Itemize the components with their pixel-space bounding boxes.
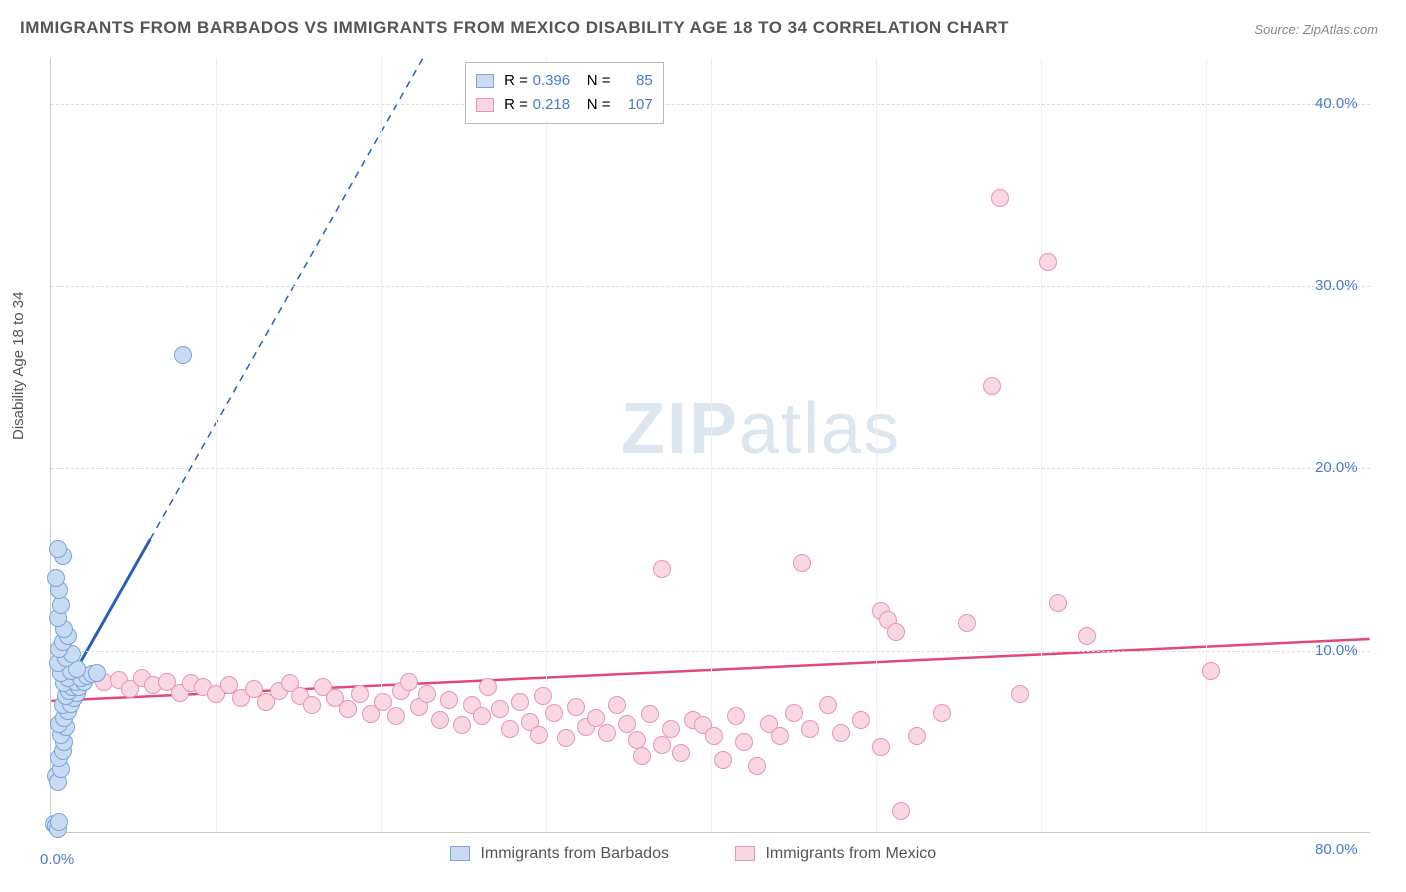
- scatter-point: [633, 747, 651, 765]
- gridline-v: [1041, 58, 1042, 832]
- scatter-point: [303, 696, 321, 714]
- gridline-v: [381, 58, 382, 832]
- gridline-v: [711, 58, 712, 832]
- series-name-barbados: Immigrants from Barbados: [480, 845, 669, 862]
- n-value-barbados: 85: [615, 69, 653, 93]
- source-citation: Source: ZipAtlas.com: [1254, 22, 1378, 37]
- r-label: R =: [504, 72, 528, 89]
- scatter-point: [641, 705, 659, 723]
- y-tick-label: 10.0%: [1315, 642, 1358, 659]
- scatter-point: [49, 540, 67, 558]
- scatter-point: [832, 724, 850, 742]
- scatter-point: [501, 720, 519, 738]
- scatter-point: [50, 813, 68, 831]
- r-value-mexico: 0.218: [532, 93, 570, 117]
- scatter-point: [672, 744, 690, 762]
- scatter-point: [628, 731, 646, 749]
- scatter-point: [387, 707, 405, 725]
- scatter-point: [453, 716, 471, 734]
- scatter-point: [771, 727, 789, 745]
- scatter-point: [1049, 594, 1067, 612]
- n-value-mexico: 107: [615, 93, 653, 117]
- gridline-v: [876, 58, 877, 832]
- scatter-point: [440, 691, 458, 709]
- scatter-point: [983, 377, 1001, 395]
- scatter-point: [598, 724, 616, 742]
- scatter-point: [748, 757, 766, 775]
- scatter-point: [887, 623, 905, 641]
- r-label: R =: [504, 96, 528, 113]
- scatter-point: [892, 802, 910, 820]
- scatter-point: [567, 698, 585, 716]
- scatter-point: [653, 560, 671, 578]
- chart-plot-area: ZIPatlas: [50, 58, 1370, 833]
- n-label: N =: [587, 72, 611, 89]
- scatter-point: [705, 727, 723, 745]
- swatch-mexico: [476, 98, 494, 112]
- watermark-zip: ZIP: [621, 389, 739, 469]
- scatter-point: [714, 751, 732, 769]
- scatter-point: [908, 727, 926, 745]
- series-legend-mexico: Immigrants from Mexico: [735, 845, 936, 863]
- scatter-point: [511, 693, 529, 711]
- stats-row-barbados: R = 0.396 N = 85: [476, 69, 653, 93]
- scatter-point: [557, 729, 575, 747]
- scatter-point: [545, 704, 563, 722]
- swatch-barbados: [476, 74, 494, 88]
- source-name: ZipAtlas.com: [1303, 22, 1378, 37]
- scatter-point: [491, 700, 509, 718]
- scatter-point: [727, 707, 745, 725]
- watermark-text: ZIPatlas: [621, 388, 901, 470]
- r-value-barbados: 0.396: [532, 69, 570, 93]
- scatter-point: [785, 704, 803, 722]
- x-tick-label: 0.0%: [40, 851, 74, 868]
- swatch-barbados: [450, 846, 470, 861]
- scatter-point: [1078, 627, 1096, 645]
- gridline-v: [216, 58, 217, 832]
- scatter-point: [735, 733, 753, 751]
- scatter-point: [958, 614, 976, 632]
- scatter-point: [801, 720, 819, 738]
- scatter-point: [534, 687, 552, 705]
- n-label: N =: [587, 96, 611, 113]
- y-tick-label: 20.0%: [1315, 459, 1358, 476]
- scatter-point: [473, 707, 491, 725]
- x-tick-label: 80.0%: [1315, 841, 1358, 858]
- gridline-v: [1206, 58, 1207, 832]
- scatter-point: [530, 726, 548, 744]
- series-legend-barbados: Immigrants from Barbados: [450, 845, 669, 863]
- y-axis-label: Disability Age 18 to 34: [10, 292, 27, 440]
- scatter-point: [608, 696, 626, 714]
- scatter-point: [47, 569, 65, 587]
- scatter-point: [662, 720, 680, 738]
- y-tick-label: 30.0%: [1315, 277, 1358, 294]
- scatter-point: [174, 346, 192, 364]
- scatter-point: [991, 189, 1009, 207]
- scatter-point: [400, 673, 418, 691]
- scatter-point: [374, 693, 392, 711]
- scatter-point: [793, 554, 811, 572]
- scatter-point: [339, 700, 357, 718]
- stats-row-mexico: R = 0.218 N = 107: [476, 93, 653, 117]
- scatter-point: [479, 678, 497, 696]
- scatter-point: [653, 736, 671, 754]
- scatter-point: [418, 685, 436, 703]
- scatter-point: [819, 696, 837, 714]
- scatter-point: [1011, 685, 1029, 703]
- chart-title: IMMIGRANTS FROM BARBADOS VS IMMIGRANTS F…: [20, 18, 1009, 38]
- scatter-point: [872, 738, 890, 756]
- series-name-mexico: Immigrants from Mexico: [765, 845, 936, 862]
- y-tick-label: 40.0%: [1315, 95, 1358, 112]
- source-label: Source:: [1254, 22, 1299, 37]
- scatter-point: [1039, 253, 1057, 271]
- scatter-point: [1202, 662, 1220, 680]
- scatter-point: [618, 715, 636, 733]
- scatter-point: [431, 711, 449, 729]
- scatter-point: [351, 685, 369, 703]
- stats-legend-box: R = 0.396 N = 85 R = 0.218 N = 107: [465, 62, 664, 124]
- scatter-point: [933, 704, 951, 722]
- scatter-point: [88, 664, 106, 682]
- scatter-point: [852, 711, 870, 729]
- swatch-mexico: [735, 846, 755, 861]
